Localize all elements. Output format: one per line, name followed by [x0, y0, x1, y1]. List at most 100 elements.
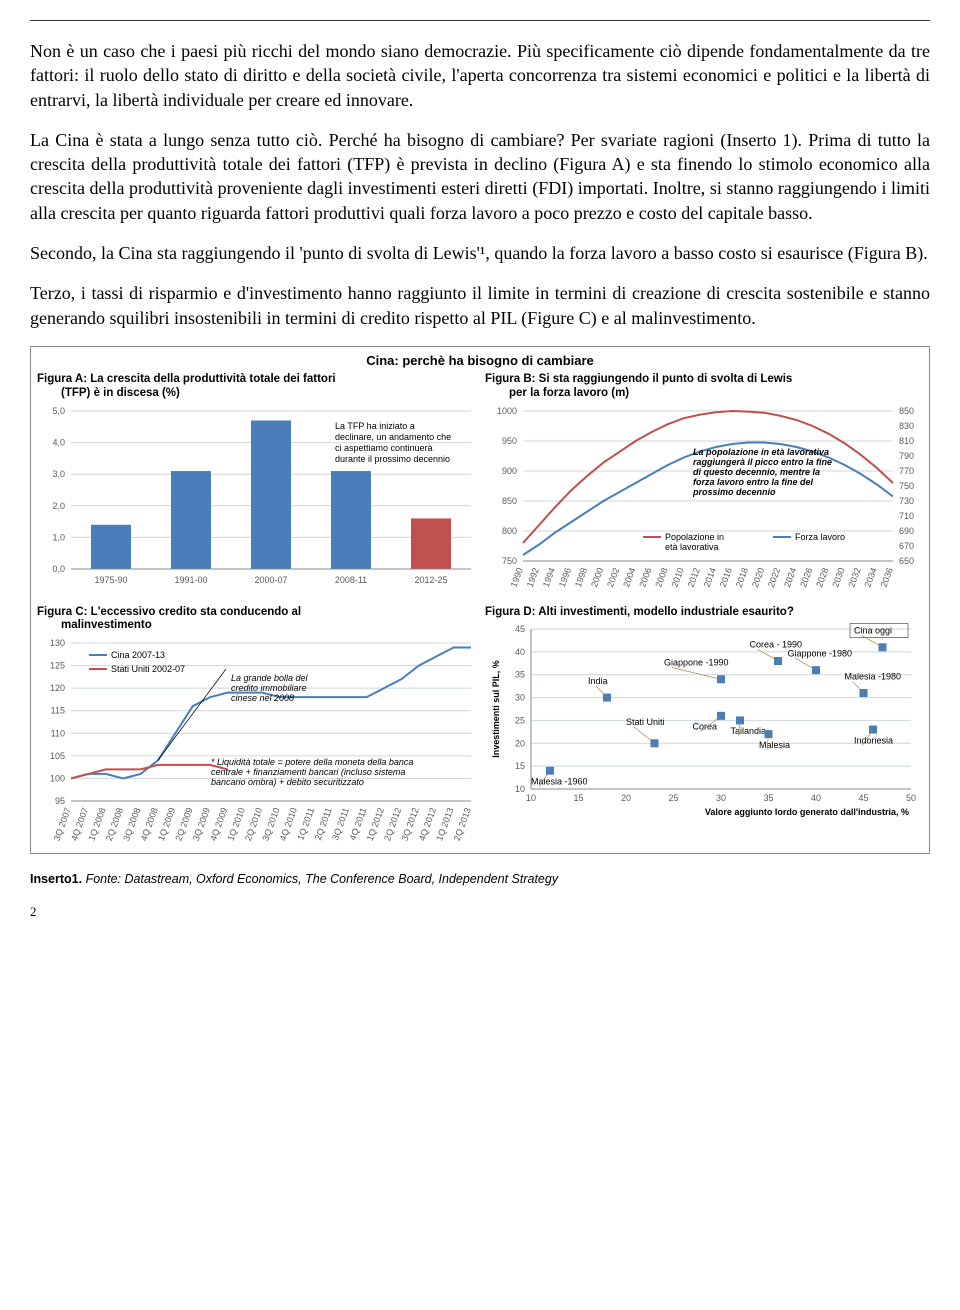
svg-text:1990: 1990 [509, 566, 525, 588]
svg-text:di questo decennio, mentre la: di questo decennio, mentre la [693, 467, 820, 477]
figure-c-chart: 951001051101151201251303Q 20074Q 20071Q … [37, 637, 477, 847]
svg-text:2008: 2008 [653, 566, 669, 588]
paragraph-3: Secondo, la Cina sta raggiungendo il 'pu… [30, 241, 930, 265]
paragraph-1: Non è un caso che i paesi più ricchi del… [30, 39, 930, 112]
figure-c-cell: Figura C: L'eccessivo credito sta conduc… [37, 605, 477, 848]
svg-text:830: 830 [899, 421, 914, 431]
svg-text:35: 35 [763, 793, 773, 803]
svg-text:1998: 1998 [573, 566, 589, 588]
svg-text:2014: 2014 [702, 566, 718, 588]
svg-text:Cina 2007-13: Cina 2007-13 [111, 650, 165, 660]
svg-text:Malesia: Malesia [759, 740, 790, 750]
svg-text:0,0: 0,0 [52, 564, 65, 574]
svg-text:prossimo decennio: prossimo decennio [692, 487, 776, 497]
svg-text:2018: 2018 [734, 566, 750, 588]
figure-b-title: Figura B: Si sta raggiungendo il punto d… [485, 373, 925, 401]
svg-text:15: 15 [515, 762, 525, 772]
svg-text:130: 130 [50, 638, 65, 648]
svg-text:30: 30 [716, 793, 726, 803]
svg-text:2028: 2028 [814, 566, 830, 588]
figure-panel: Cina: perchè ha bisogno di cambiare Figu… [30, 346, 930, 854]
svg-text:Valore aggiunto lordo generato: Valore aggiunto lordo generato dall'indu… [705, 807, 909, 817]
svg-text:2020: 2020 [750, 566, 766, 588]
svg-text:750: 750 [899, 481, 914, 491]
svg-text:2036: 2036 [879, 566, 895, 588]
svg-text:durante il prossimo decennio: durante il prossimo decennio [335, 454, 450, 464]
figure-b-cell: Figura B: Si sta raggiungendo il punto d… [485, 372, 925, 595]
caption-label: Inserto1. [30, 872, 82, 886]
svg-text:Stati Uniti 2002-07: Stati Uniti 2002-07 [111, 664, 185, 674]
figure-a-cell: Figura A: La crescita della produttività… [37, 372, 477, 595]
svg-text:India: India [588, 676, 608, 686]
svg-text:La grande bolla del: La grande bolla del [231, 673, 309, 683]
svg-text:2030: 2030 [830, 566, 846, 588]
svg-text:età lavorativa: età lavorativa [665, 542, 719, 552]
svg-text:10: 10 [526, 793, 536, 803]
svg-text:650: 650 [899, 556, 914, 566]
svg-text:2026: 2026 [798, 566, 814, 588]
svg-text:125: 125 [50, 661, 65, 671]
svg-text:1992: 1992 [525, 566, 541, 588]
svg-text:raggiungerà il picco entro la: raggiungerà il picco entro la fine [693, 457, 832, 467]
svg-text:790: 790 [899, 451, 914, 461]
svg-text:40: 40 [811, 793, 821, 803]
svg-text:810: 810 [899, 436, 914, 446]
svg-text:730: 730 [899, 496, 914, 506]
svg-text:Malesia -1960: Malesia -1960 [531, 777, 588, 787]
svg-text:850: 850 [502, 496, 517, 506]
svg-text:95: 95 [55, 796, 65, 806]
svg-text:1994: 1994 [541, 566, 557, 588]
svg-text:2,0: 2,0 [52, 500, 65, 510]
svg-text:45: 45 [515, 624, 525, 634]
svg-text:2016: 2016 [718, 566, 734, 588]
svg-text:Indonesia: Indonesia [854, 736, 893, 746]
svg-text:2012: 2012 [686, 566, 702, 588]
figure-b-chart: 7508008509009501000650670690710730750770… [485, 405, 925, 595]
svg-text:2022: 2022 [766, 566, 782, 588]
svg-text:1,0: 1,0 [52, 532, 65, 542]
svg-text:La popolazione in età lavorati: La popolazione in età lavorativa [693, 447, 829, 457]
svg-text:750: 750 [502, 556, 517, 566]
figure-c-title: Figura C: L'eccessivo credito sta conduc… [37, 606, 477, 634]
svg-text:Cina oggi: Cina oggi [854, 626, 892, 636]
svg-text:2Q 2013: 2Q 2013 [452, 806, 473, 842]
svg-text:20: 20 [515, 739, 525, 749]
svg-text:15: 15 [573, 793, 583, 803]
svg-text:Corea: Corea [693, 722, 718, 732]
svg-text:Giappone -1980: Giappone -1980 [788, 649, 853, 659]
svg-text:50: 50 [906, 793, 916, 803]
figure-d-chart: 1015202530354045101520253035404550Malesi… [485, 623, 925, 833]
figure-d-cell: Figura D: Alti investimenti, modello ind… [485, 605, 925, 848]
svg-text:2000-07: 2000-07 [254, 575, 287, 585]
figure-a-title: Figura A: La crescita della produttività… [37, 373, 477, 401]
svg-text:25: 25 [515, 716, 525, 726]
svg-text:ci aspettiamo continuerà: ci aspettiamo continuerà [335, 443, 433, 453]
svg-text:800: 800 [502, 526, 517, 536]
svg-text:Forza lavoro: Forza lavoro [795, 532, 845, 542]
svg-text:2008-11: 2008-11 [335, 575, 367, 585]
paragraph-4: Terzo, i tassi di risparmio e d'investim… [30, 281, 930, 330]
svg-text:120: 120 [50, 683, 65, 693]
svg-text:850: 850 [899, 406, 914, 416]
svg-text:2006: 2006 [637, 566, 653, 588]
page-number: 2 [30, 904, 930, 920]
svg-text:1000: 1000 [497, 406, 517, 416]
svg-text:centrale + finanziamenti banca: centrale + finanziamenti bancari (inclus… [211, 767, 405, 777]
svg-text:100: 100 [50, 774, 65, 784]
svg-text:710: 710 [899, 511, 914, 521]
svg-text:4,0: 4,0 [52, 437, 65, 447]
caption-text: Fonte: Datastream, Oxford Economics, The… [86, 872, 558, 886]
svg-text:2002: 2002 [605, 566, 621, 588]
svg-text:115: 115 [51, 706, 65, 716]
svg-text:690: 690 [899, 526, 914, 536]
svg-text:20: 20 [621, 793, 631, 803]
svg-text:Tailandia: Tailandia [731, 727, 767, 737]
svg-text:950: 950 [502, 436, 517, 446]
svg-text:Giappone -1990: Giappone -1990 [664, 658, 729, 668]
svg-text:credito immobiliare: credito immobiliare [231, 683, 307, 693]
top-rule [30, 20, 930, 21]
paragraph-2: La Cina è stata a lungo senza tutto ciò.… [30, 128, 930, 225]
svg-text:forza lavoro entro la fine del: forza lavoro entro la fine del [693, 477, 814, 487]
svg-text:770: 770 [899, 466, 914, 476]
svg-text:10: 10 [515, 784, 525, 794]
